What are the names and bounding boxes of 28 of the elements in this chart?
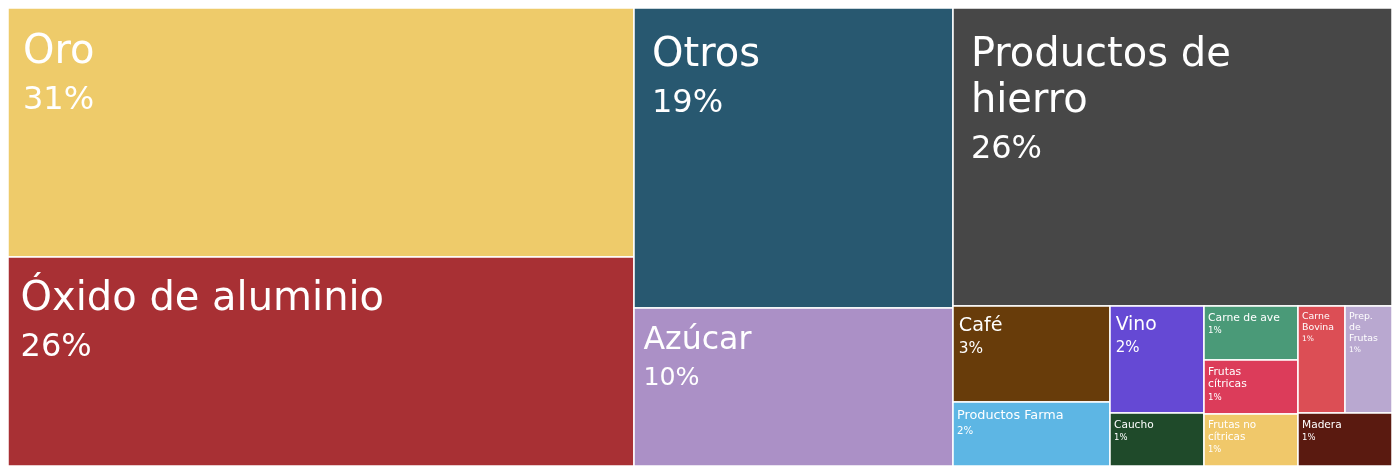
data-label: 1% [1208, 391, 1222, 402]
data-label: 31% [22, 78, 95, 117]
data-label: 1% [1208, 325, 1222, 336]
data-label: 26% [20, 325, 92, 364]
data-label: 10% [643, 362, 700, 392]
category-label: Prep. de Frutas [1349, 310, 1378, 344]
data-label: 26% [970, 127, 1043, 166]
category-label: Óxido de aluminio [20, 271, 385, 319]
category-label: Oro [22, 25, 95, 72]
category-label: Vino [1115, 313, 1157, 335]
category-label: Azúcar [643, 320, 752, 357]
category-label: Café [958, 312, 1003, 336]
category-label: Frutas cítricas [1208, 364, 1248, 391]
data-label: 1% [1302, 431, 1316, 442]
data-label: 19% [652, 82, 724, 120]
category-label: Madera [1302, 417, 1342, 430]
data-label: 3% [958, 339, 984, 358]
category-label: Otros [652, 29, 761, 75]
category-label: Caucho [1114, 417, 1154, 430]
data-label: 2% [1115, 338, 1140, 357]
category-label: Productos Farma [957, 406, 1064, 422]
category-label: Productos de hierro [970, 28, 1231, 121]
data-label: 1% [1114, 431, 1128, 442]
data-label: 1% [1208, 444, 1222, 455]
category-label: Carne Bovina [1302, 310, 1335, 333]
data-label: 2% [957, 423, 974, 436]
category-label: Frutas no cítricas [1208, 418, 1257, 443]
category-label: Carne de ave [1208, 310, 1281, 324]
